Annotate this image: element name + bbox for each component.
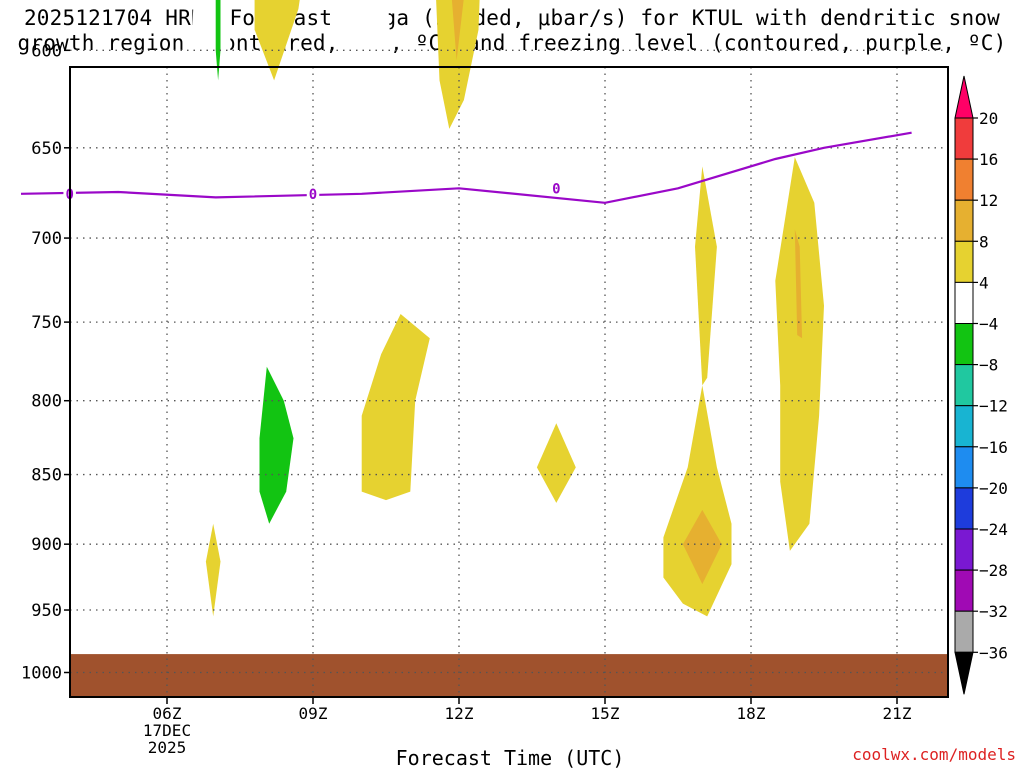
omega-region-teal-07z	[215, 0, 221, 81]
colorbar-top-arrow	[954, 75, 974, 119]
omega-region-yellow-17z-upper	[695, 166, 717, 386]
omega-region-yellow-19z	[775, 157, 824, 551]
y-tick-label-950: 950	[31, 601, 62, 621]
colorbar-label-10: −24	[979, 520, 1008, 539]
ground-fill	[70, 654, 948, 697]
colorbar-band-7	[954, 405, 974, 448]
colorbar: 20 16 12 8 4 −4 −8 −12 −16 −20 −24 −28 −32 −36	[954, 75, 1008, 695]
omega-region-orange-17z	[682, 509, 722, 585]
colorbar-band-5	[954, 323, 974, 366]
y-tick-label-850: 850	[31, 466, 62, 486]
omega-region-yellow-14z	[536, 423, 576, 503]
y-tick-label-800: 800	[31, 392, 62, 412]
colorbar-label-2: 12	[979, 191, 998, 210]
x-tick-label-15Z: 15Z	[591, 704, 620, 723]
colorbar-band-11	[954, 569, 974, 612]
colorbar-band-2	[954, 199, 974, 242]
y-tick-label-900: 900	[31, 535, 62, 555]
ground-layer	[70, 654, 948, 697]
credit-link[interactable]: coolwx.com/models	[852, 745, 1016, 764]
colorbar-band-0	[954, 117, 974, 160]
freezing-level-label-bg-1	[306, 185, 320, 201]
colorbar-label-1: 16	[979, 150, 998, 169]
omega-region-yellow-09z	[254, 0, 300, 81]
y-tick-label-700: 700	[31, 229, 62, 249]
omega-region-green-10z	[342, 0, 391, 129]
colorbar-band-10	[954, 528, 974, 571]
x-tick-label-18Z: 18Z	[737, 704, 766, 723]
x-tick-label-21Z: 21Z	[883, 704, 912, 723]
y-axis: 2503003504004505005506006507007508008509…	[21, 41, 70, 684]
colorbar-band-3	[954, 240, 974, 283]
freezing-level-label-bg-2	[550, 180, 563, 196]
freezing-level-label-2: 0	[552, 181, 560, 197]
colorbar-label-9: −20	[979, 479, 1008, 498]
colorbar-label-13: −36	[979, 643, 1008, 662]
colorbar-label-3: 8	[979, 232, 989, 251]
plot-frame	[69, 66, 949, 698]
grid-lines	[70, 49, 948, 697]
y-tick-label-1000: 1000	[21, 664, 62, 684]
omega-region-yellow-11z	[361, 314, 430, 501]
colorbar-bottom-arrow	[954, 651, 974, 695]
x-tick-label-09Z: 09Z	[299, 704, 328, 723]
x-tick-label-12Z: 12Z	[445, 704, 474, 723]
freezing-level-label-1: 0	[309, 187, 317, 203]
omega-region-green-07z-column	[191, 0, 231, 194]
colorbar-label-6: −8	[979, 356, 998, 375]
y-tick-label-600: 600	[31, 41, 62, 61]
omega-region-yellow-07z-small	[205, 523, 221, 617]
omega-region-yellow-17z	[663, 385, 732, 617]
omega-region-orange-19z	[794, 229, 803, 339]
colorbar-band-1	[954, 158, 974, 201]
y-tick-label-650: 650	[31, 139, 62, 159]
colorbar-label-7: −12	[979, 397, 1008, 416]
colorbar-label-5: −4	[979, 315, 998, 334]
colorbar-band-6	[954, 364, 974, 407]
colorbar-label-12: −32	[979, 602, 1008, 621]
omega-region-teal-08z-low	[259, 366, 294, 524]
x-tick-date-06Z: 17DEC	[143, 721, 191, 740]
x-tick-label-06Z: 06Z	[153, 704, 182, 723]
colorbar-label-8: −16	[979, 438, 1008, 457]
colorbar-band-9	[954, 487, 974, 530]
omega-shading	[157, 0, 824, 617]
omega-region-green-13z	[502, 181, 523, 306]
colorbar-label-4: 4	[979, 273, 989, 292]
chart-title-line1: 2025121704 HRRR Forecast Omega (shaded, …	[23, 6, 1001, 30]
x-axis-title: Forecast Time (UTC)	[395, 746, 625, 770]
colorbar-label-0: 20	[979, 109, 998, 128]
colorbar-band-4	[954, 281, 974, 324]
x-tick-year-06Z: 2025	[148, 738, 187, 757]
omega-region-yellow-12z	[436, 0, 480, 129]
colorbar-band-8	[954, 446, 974, 489]
colorbar-label-11: −28	[979, 561, 1008, 580]
colorbar-band-12	[954, 610, 974, 653]
y-tick-label-750: 750	[31, 313, 62, 333]
freezing-level-line	[20, 131, 912, 204]
chart-title-line2: growth region (contoured, red, ºC) and f…	[17, 31, 1007, 55]
omega-region-orange-12z	[451, 0, 464, 61]
